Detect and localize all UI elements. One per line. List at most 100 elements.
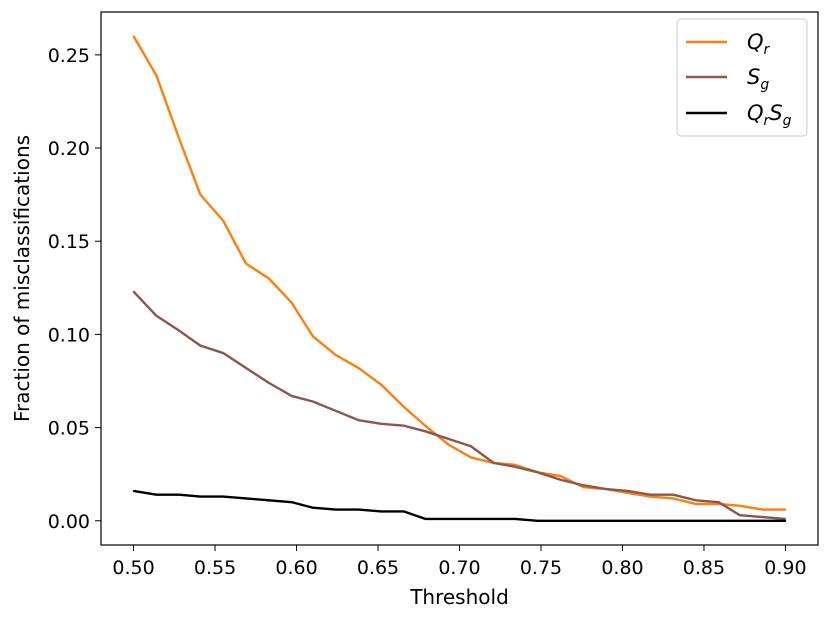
data-point (605, 519, 607, 522)
data-point (334, 410, 337, 412)
data-point (761, 516, 764, 518)
data-point (695, 503, 697, 505)
data-point (761, 519, 764, 522)
data-point (514, 464, 516, 466)
data-point (470, 518, 472, 520)
data-point (672, 493, 674, 496)
data-point (492, 462, 495, 464)
data-point (312, 335, 314, 338)
data-point (447, 518, 449, 520)
data-point (245, 262, 247, 265)
data-point (132, 290, 135, 293)
data-point (784, 508, 787, 511)
data-point (470, 456, 472, 459)
data-point (447, 437, 449, 440)
y-tick-label: 0.20 (48, 138, 90, 160)
data-point (536, 471, 539, 474)
data-point (357, 419, 360, 421)
y-tick-label: 0.15 (48, 231, 90, 253)
x-axis-ticks: 0.50 0.55 0.60 0.65 0.70 0.75 0.80 0.85 0.90 (112, 545, 807, 579)
data-point (492, 518, 495, 520)
x-tick-label: 0.60 (275, 557, 317, 579)
x-tick-label: 0.85 (683, 557, 725, 579)
data-point (357, 367, 360, 369)
data-point (761, 508, 764, 511)
data-point (178, 137, 180, 140)
data-point (582, 484, 585, 487)
data-point (672, 497, 674, 500)
data-point (447, 443, 449, 446)
x-tick-label: 0.55 (194, 557, 236, 579)
series-line-1 (132, 35, 786, 511)
data-point (222, 219, 224, 222)
data-point (514, 518, 516, 520)
data-point (739, 514, 741, 516)
data-point (424, 424, 427, 427)
data-point (424, 430, 427, 433)
data-point (155, 74, 158, 77)
data-point (312, 400, 314, 403)
data-point (290, 501, 293, 503)
data-point (199, 193, 202, 196)
data-point (222, 352, 224, 354)
data-point (739, 505, 741, 507)
y-tick-label: 0.05 (48, 418, 90, 440)
data-point (268, 277, 270, 280)
data-point (178, 493, 180, 496)
data-point (380, 383, 383, 386)
data-point (695, 499, 697, 502)
data-point (222, 495, 224, 498)
data-point (403, 424, 405, 427)
data-point (784, 519, 787, 522)
data-point (245, 497, 247, 500)
data-point (290, 395, 293, 397)
data-point (424, 518, 427, 520)
y-tick-label: 0.00 (48, 511, 90, 533)
data-point (605, 488, 607, 490)
legend-label: Sg (747, 65, 769, 93)
data-point (178, 329, 180, 332)
x-tick-label: 0.65 (357, 557, 399, 579)
y-axis-ticks: 0.00 0.05 0.10 0.15 0.20 0.25 (48, 45, 101, 533)
data-point (357, 508, 360, 511)
data-point (559, 475, 562, 477)
data-point (672, 519, 674, 522)
data-point (403, 406, 405, 408)
x-tick-label: 0.50 (112, 557, 154, 579)
y-tick-label: 0.25 (48, 45, 90, 67)
data-point (403, 510, 405, 513)
data-point (470, 445, 472, 448)
series-line-3 (133, 489, 786, 522)
data-point (290, 301, 293, 304)
data-point (199, 495, 202, 498)
data-point (132, 490, 135, 492)
data-point (739, 519, 741, 522)
data-point (626, 519, 629, 522)
data-point (155, 314, 158, 317)
data-point (199, 344, 202, 347)
data-point (695, 519, 697, 522)
x-tick-label: 0.90 (764, 557, 806, 579)
data-point (334, 354, 337, 356)
data-point (717, 501, 720, 503)
x-axis-label: Threshold (409, 585, 509, 609)
y-axis-label: Fraction of misclassifications (10, 135, 34, 422)
data-point (380, 423, 383, 425)
data-point (514, 465, 516, 468)
data-point (649, 519, 651, 522)
data-point (268, 499, 270, 502)
legend-box (676, 18, 808, 137)
data-point (626, 490, 629, 492)
data-point (268, 382, 270, 384)
legend-label: Qr (747, 30, 771, 58)
data-point (559, 478, 562, 481)
data-point (582, 519, 585, 522)
data-point (649, 495, 651, 498)
data-point (649, 493, 651, 496)
data-point (312, 506, 314, 509)
x-tick-label: 0.70 (438, 557, 480, 579)
series-line-2 (132, 290, 786, 521)
x-tick-label: 0.75 (520, 557, 562, 579)
